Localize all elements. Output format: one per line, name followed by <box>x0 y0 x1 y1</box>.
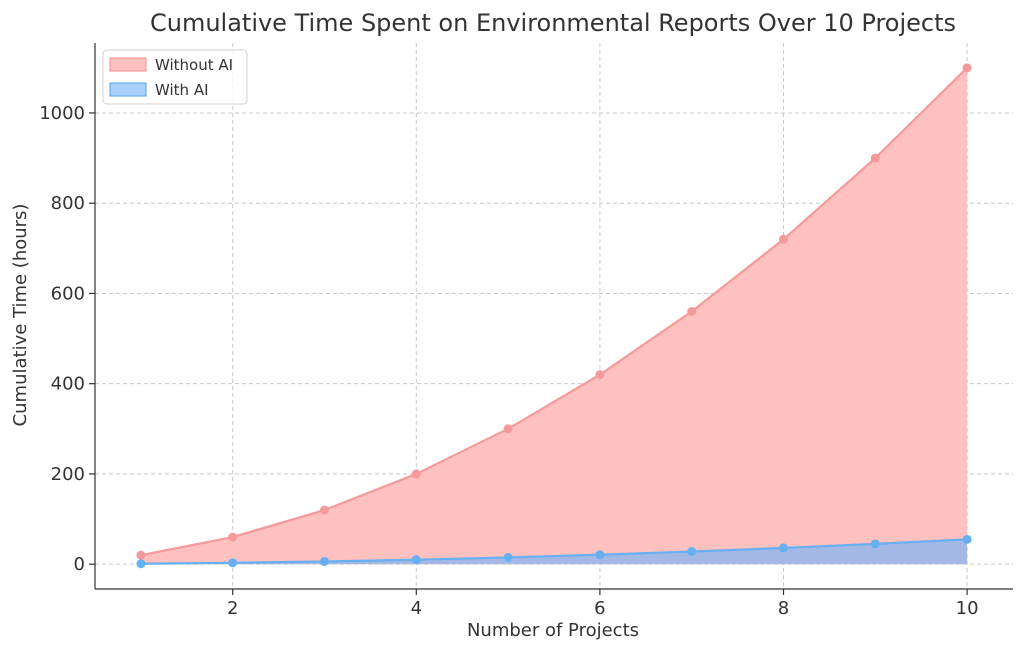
data-point-without-ai-9 <box>870 153 880 163</box>
data-point-without-ai-1 <box>136 550 146 560</box>
data-point-without-ai-6 <box>595 370 605 380</box>
legend-label-with-ai: With AI <box>155 81 209 99</box>
chart-title: Cumulative Time Spent on Environmental R… <box>150 9 956 37</box>
x-axis-label: Number of Projects <box>467 620 639 641</box>
data-point-with-ai-10 <box>962 534 972 544</box>
data-points <box>136 63 972 569</box>
area-fill-without-ai <box>140 67 968 565</box>
y-axis-label: Cumulative Time (hours) <box>10 204 31 427</box>
series-lines <box>140 67 968 565</box>
x-tick-label: 4 <box>411 598 422 619</box>
data-point-with-ai-5 <box>503 552 513 562</box>
data-point-without-ai-4 <box>411 469 421 479</box>
data-point-without-ai-5 <box>503 424 513 434</box>
y-tick-label: 400 <box>51 374 85 395</box>
y-tick-label: 800 <box>51 193 85 214</box>
data-point-with-ai-9 <box>870 539 880 549</box>
x-tick-label: 6 <box>594 598 605 619</box>
x-tick-label: 2 <box>227 598 238 619</box>
legend-swatch-without-ai <box>109 57 147 72</box>
data-point-without-ai-2 <box>228 532 238 542</box>
legend-swatch-with-ai <box>109 82 147 97</box>
data-point-without-ai-3 <box>320 505 329 515</box>
data-point-without-ai-7 <box>687 306 697 316</box>
series-line-without-ai <box>140 67 968 557</box>
data-point-with-ai-8 <box>779 543 788 553</box>
area-fill-with-ai <box>140 539 968 565</box>
y-tick-label: 600 <box>51 283 85 304</box>
data-point-with-ai-7 <box>687 547 697 557</box>
data-point-with-ai-6 <box>595 550 605 560</box>
x-tick-label: 8 <box>778 598 789 619</box>
data-point-with-ai-4 <box>411 555 421 565</box>
x-tick-label: 10 <box>956 598 979 619</box>
series-line-with-ai <box>140 538 968 565</box>
y-tick-label: 1000 <box>39 103 85 124</box>
y-tick-label: 200 <box>51 464 85 485</box>
data-point-with-ai-2 <box>228 558 238 568</box>
legend: Without AI With AI <box>102 49 248 105</box>
data-point-without-ai-8 <box>779 234 788 244</box>
data-point-with-ai-1 <box>136 559 146 569</box>
area-fills <box>140 67 968 565</box>
legend-label-without-ai: Without AI <box>155 56 233 74</box>
data-point-with-ai-3 <box>320 556 329 566</box>
data-point-without-ai-10 <box>962 63 972 73</box>
axes: 2 4 6 8 10 0 200 400 600 800 1000 <box>39 43 1013 619</box>
y-tick-label: 0 <box>74 554 85 575</box>
